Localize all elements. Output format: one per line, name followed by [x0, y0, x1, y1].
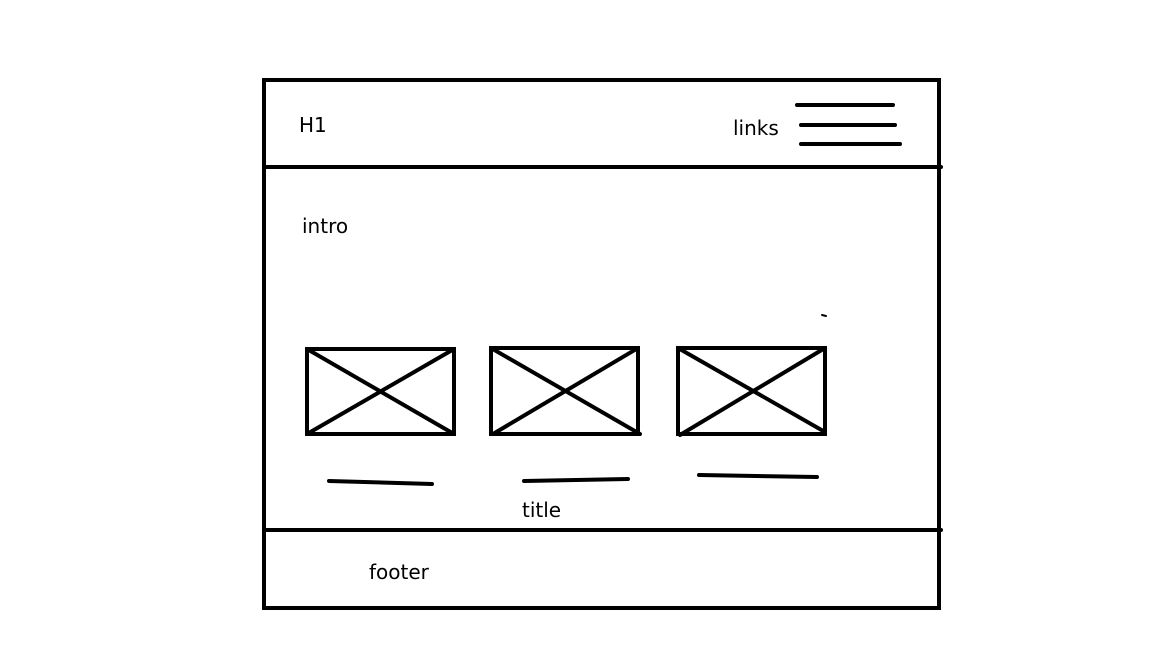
- intro-label: intro: [302, 214, 349, 238]
- hamburger-menu-icon[interactable]: [795, 103, 902, 146]
- card-3-image-placeholder-icon: [676, 346, 827, 437]
- card-3-caption-line: [697, 473, 819, 479]
- card-2-image-placeholder-icon: [489, 346, 642, 436]
- section-title-label: title: [522, 498, 562, 522]
- page-frame: [262, 78, 941, 610]
- page-heading: H1: [299, 113, 327, 137]
- card-1-caption-line: [327, 479, 434, 486]
- card-1-image-placeholder-icon: [305, 347, 456, 436]
- nav-links-label[interactable]: links: [733, 116, 779, 140]
- stray-mark: [821, 314, 827, 317]
- card-2-caption-line: [522, 477, 630, 483]
- footer-label: footer: [369, 560, 429, 584]
